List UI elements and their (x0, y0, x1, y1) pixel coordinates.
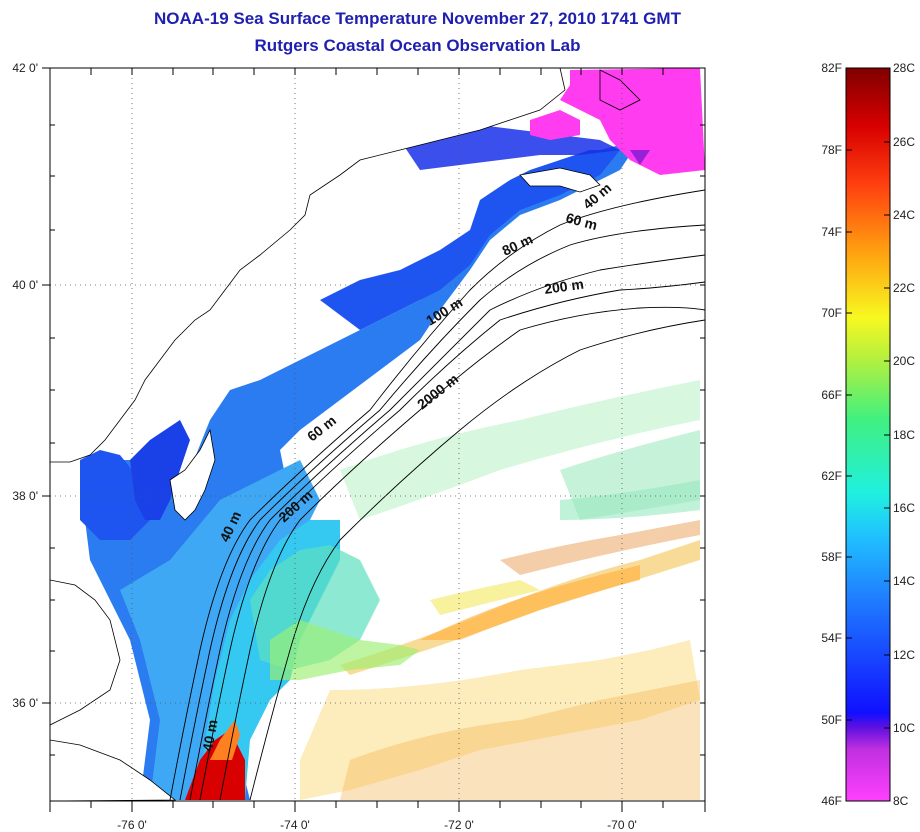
colorbar-f-label: 62F (821, 469, 842, 483)
lat-label: 40 0' (12, 278, 38, 292)
colorbar-c-label: 20C (893, 354, 915, 368)
contour-label-200m-north: 200 m (543, 276, 585, 297)
land-coastline (50, 68, 641, 801)
bathymetry-contours (169, 189, 705, 801)
map-panel (50, 68, 705, 801)
colorbar-c-label: 16C (893, 501, 915, 515)
sst-warm-offshore (300, 520, 700, 800)
contour-label-40m-south: 40 m (199, 718, 220, 752)
colorbar-f-label: 66F (821, 388, 842, 402)
contour-label-60m-north: 60 m (564, 209, 599, 233)
map-frame (42, 67, 706, 812)
lat-label: 38 0' (12, 489, 38, 503)
colorbar-c-label: 10C (893, 721, 915, 735)
map-title: NOAA-19 Sea Surface Temperature November… (154, 9, 681, 28)
lon-label: -72 0' (444, 818, 474, 832)
graticule (50, 68, 705, 801)
lat-label: 36 0' (12, 696, 38, 710)
colorbar-c-label: 28C (893, 61, 915, 75)
lon-label: -76 0' (117, 818, 147, 832)
sst-shelf-water (80, 125, 640, 800)
temperature-colorbar: 82F 78F 74F 70F 66F 62F 58F 54F 50F 46F … (821, 61, 915, 808)
lon-label: -74 0' (280, 818, 310, 832)
lat-label: 42 0' (12, 61, 38, 75)
colorbar-c-label: 18C (893, 428, 915, 442)
sst-mid-offshore (340, 380, 700, 520)
colorbar-f-label: 78F (821, 143, 842, 157)
colorbar-c-label: 8C (893, 794, 909, 808)
colorbar-c-label: 14C (893, 574, 915, 588)
colorbar-gradient (845, 67, 891, 802)
colorbar-f-label: 74F (821, 225, 842, 239)
colorbar-f-label: 46F (821, 794, 842, 808)
map-subtitle: Rutgers Coastal Ocean Observation Lab (254, 36, 581, 55)
colorbar-c-label: 12C (893, 648, 915, 662)
colorbar-c-label: 26C (893, 135, 915, 149)
colorbar-f-label: 70F (821, 306, 842, 320)
lon-label: -70 0' (607, 818, 637, 832)
colorbar-f-label: 82F (821, 61, 842, 75)
colorbar-f-label: 58F (821, 550, 842, 564)
colorbar-f-label: 50F (821, 713, 842, 727)
colorbar-f-label: 54F (821, 631, 842, 645)
colorbar-c-label: 22C (893, 281, 915, 295)
sst-cold-nantucket (530, 68, 705, 175)
colorbar-c-label: 24C (893, 208, 915, 222)
